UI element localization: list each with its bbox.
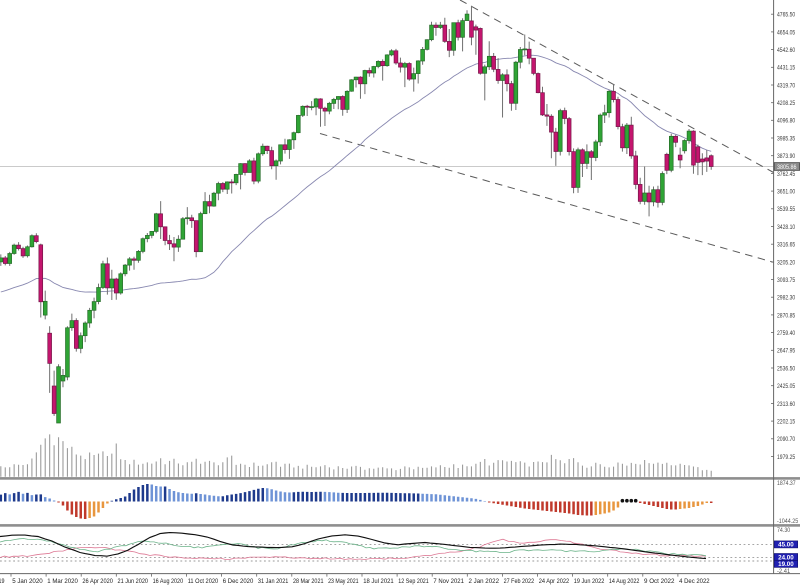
svg-text:3651.00: 3651.00 (777, 189, 795, 196)
svg-text:3316.65: 3316.65 (777, 242, 795, 249)
svg-text:3762.45: 3762.45 (777, 171, 795, 178)
svg-text:19: 19 (0, 578, 5, 585)
svg-text:11 Oct 2020: 11 Oct 2020 (188, 578, 219, 585)
svg-text:2313.60: 2313.60 (777, 401, 795, 408)
svg-text:2425.05: 2425.05 (777, 383, 795, 390)
svg-text:1874.37: 1874.37 (777, 480, 796, 487)
svg-text:2870.85: 2870.85 (777, 312, 795, 319)
svg-text:21 Jun 2020: 21 Jun 2020 (118, 578, 149, 585)
svg-text:31 Jan 2021: 31 Jan 2021 (258, 578, 289, 585)
svg-text:7 Nov 2021: 7 Nov 2021 (433, 578, 464, 585)
svg-text:3805.86: 3805.86 (777, 164, 797, 171)
svg-text:4096.80: 4096.80 (777, 118, 795, 125)
svg-text:28 Mar 2021: 28 Mar 2021 (293, 578, 324, 585)
svg-text:3205.20: 3205.20 (777, 259, 795, 266)
svg-text:9 Oct 2022: 9 Oct 2022 (644, 578, 675, 585)
svg-text:2759.40: 2759.40 (777, 330, 795, 337)
svg-text:23 May 2021: 23 May 2021 (328, 578, 359, 585)
svg-text:3985.35: 3985.35 (777, 135, 795, 142)
svg-text:2647.95: 2647.95 (777, 348, 795, 355)
svg-text:3873.90: 3873.90 (777, 153, 795, 160)
svg-text:45.00: 45.00 (778, 542, 794, 549)
svg-text:4 Dec 2022: 4 Dec 2022 (679, 578, 710, 585)
svg-text:3093.75: 3093.75 (777, 277, 795, 284)
svg-text:2982.30: 2982.30 (777, 295, 795, 302)
svg-text:18 Jul 2021: 18 Jul 2021 (363, 578, 394, 585)
svg-text:74.30: 74.30 (777, 527, 791, 534)
svg-text:1979.25: 1979.25 (777, 454, 795, 461)
svg-text:4765.50: 4765.50 (777, 12, 795, 19)
svg-text:-2.41: -2.41 (777, 568, 791, 575)
svg-text:2536.50: 2536.50 (777, 365, 795, 372)
svg-text:2202.15: 2202.15 (777, 419, 795, 426)
svg-text:2 Jan 2022: 2 Jan 2022 (469, 578, 500, 585)
svg-text:4542.60: 4542.60 (777, 47, 795, 54)
svg-text:19.00: 19.00 (778, 561, 794, 568)
svg-text:26 Apr 2020: 26 Apr 2020 (82, 578, 113, 585)
svg-text:12 Sep 2021: 12 Sep 2021 (398, 578, 429, 585)
svg-text:27 Feb 2022: 27 Feb 2022 (504, 578, 535, 585)
svg-text:4319.70: 4319.70 (777, 82, 795, 89)
svg-text:24 Apr 2022: 24 Apr 2022 (539, 578, 570, 585)
svg-text:3428.10: 3428.10 (777, 224, 795, 231)
svg-text:24.00: 24.00 (778, 554, 794, 561)
svg-text:19 Jun 2022: 19 Jun 2022 (574, 578, 605, 585)
svg-text:4208.25: 4208.25 (777, 100, 795, 107)
svg-text:5 Jan 2020: 5 Jan 2020 (12, 578, 43, 585)
svg-text:14 Aug 2022: 14 Aug 2022 (609, 578, 640, 585)
svg-text:4654.05: 4654.05 (777, 29, 795, 36)
svg-text:2090.70: 2090.70 (777, 436, 795, 443)
svg-text:-1044.25: -1044.25 (777, 518, 799, 525)
svg-text:3539.55: 3539.55 (777, 206, 795, 213)
svg-text:1 Mar 2020: 1 Mar 2020 (47, 578, 78, 585)
svg-text:4431.15: 4431.15 (777, 65, 795, 72)
svg-text:16 Aug 2020: 16 Aug 2020 (153, 578, 184, 585)
svg-text:6 Dec 2020: 6 Dec 2020 (223, 578, 254, 585)
